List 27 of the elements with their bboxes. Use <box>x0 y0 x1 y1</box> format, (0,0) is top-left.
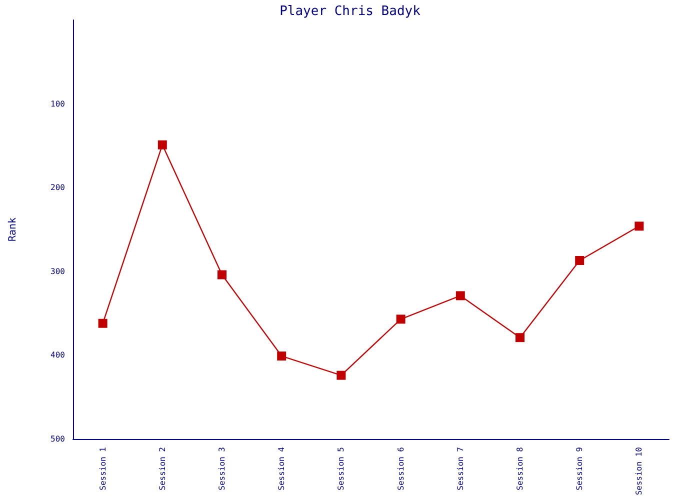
point <box>158 140 167 150</box>
y-tick-label: 400 <box>50 350 66 360</box>
x-tick-label: Session 7 <box>456 446 465 490</box>
y-tick-label: 200 <box>50 183 66 192</box>
point <box>98 318 108 328</box>
x-tick-label: Session 3 <box>218 446 226 490</box>
point <box>456 291 465 300</box>
point <box>336 370 346 380</box>
x-tick-label: Session 9 <box>575 446 584 490</box>
x-tick-label: Session 1 <box>98 446 108 490</box>
x-tick-label: Session 8 <box>516 446 524 490</box>
chart-title: Player Chris Badyk <box>280 4 421 19</box>
x-tick-label: Session 5 <box>336 446 346 490</box>
y-tick-label: 500 <box>50 434 66 444</box>
y-tick-label: 300 <box>50 266 66 276</box>
y-axis-title: Rank <box>8 217 18 242</box>
x-tick-label: Session 6 <box>396 446 406 490</box>
x-tick-label: Session 2 <box>158 446 167 490</box>
x-tick-label: Session 10 <box>634 446 644 496</box>
y-tick-label: 100 <box>50 99 66 108</box>
point <box>575 256 584 266</box>
point <box>516 333 524 342</box>
x-tick-label: Session 4 <box>277 446 286 490</box>
point <box>218 270 226 280</box>
point <box>277 352 286 361</box>
point <box>396 314 406 324</box>
point <box>634 222 644 231</box>
